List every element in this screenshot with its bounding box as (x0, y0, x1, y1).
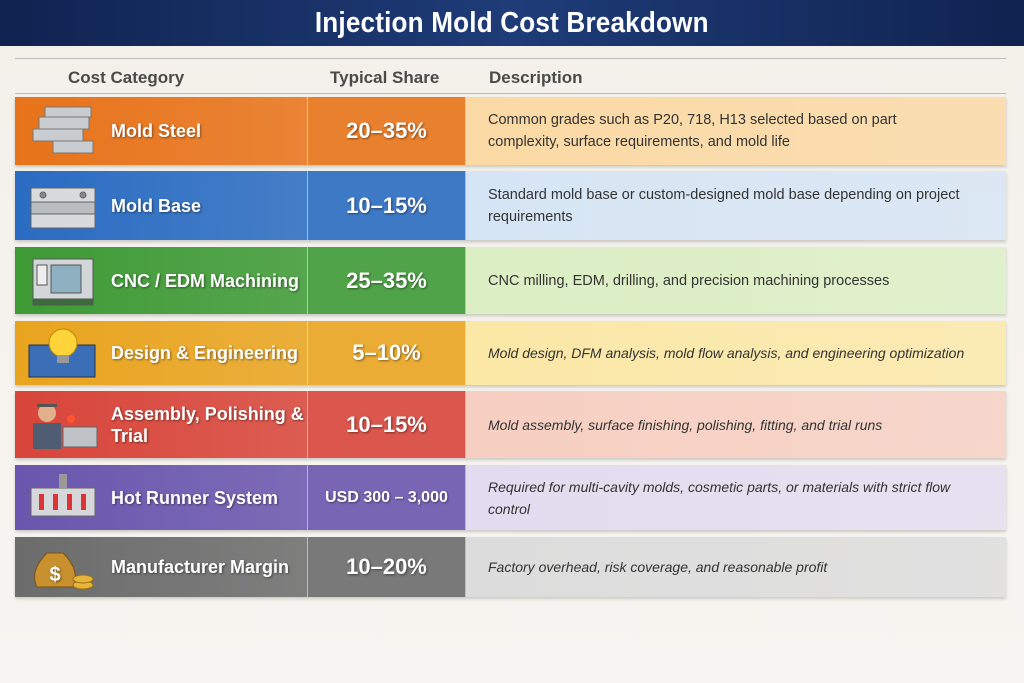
svg-text:$: $ (49, 564, 60, 586)
share-cell: 5–10% (307, 321, 466, 385)
header-description: Description (489, 68, 583, 87)
table-row: Mold Base 10–15% Standard mold base or cus… (15, 171, 1006, 240)
share-cell: 25–35% (307, 247, 466, 314)
description-cell: Mold design, DFM analysis, mold flow ana… (466, 321, 1006, 385)
description-cell: Mold assembly, surface finishing, polish… (466, 391, 1006, 458)
category-label: Mold Base (111, 195, 202, 216)
table-row: Hot Runner System USD 300 – 3,000 Required… (15, 465, 1006, 530)
category-cell: Assembly, Polishing & Trial (15, 391, 307, 458)
description-cell: Standard mold base or custom-designed mo… (466, 171, 1006, 240)
header-share: Typical Share (330, 68, 440, 87)
header-category: Cost Category (68, 68, 185, 87)
share-cell: USD 300 – 3,000 (307, 465, 466, 530)
page-title: Injection Mold Cost Breakdown (315, 6, 709, 39)
share-cell: 10–15% (307, 391, 466, 458)
table-header: Cost Category Typical Share Description (15, 58, 1006, 94)
share-cell: 20–35% (307, 97, 466, 165)
category-cell: Mold Steel (15, 97, 307, 165)
share-cell: 10–20% (307, 537, 466, 597)
category-label: Manufacturer Margin (111, 557, 290, 577)
worker-icon (33, 403, 98, 449)
table-row: CNC / EDM Machining 25–35% CNC milling, ED… (15, 247, 1006, 314)
category-cell: Hot Runner System (15, 465, 307, 530)
cnc-machine-icon (32, 258, 94, 305)
category-cell: $ Manufacturer Margin (15, 537, 307, 597)
table-row: Assembly, Polishing & Trial 10–15% Mold as… (15, 391, 1006, 458)
share-cell: 10–15% (307, 171, 466, 240)
description-cell: Required for multi-cavity molds, cosmeti… (466, 465, 1006, 530)
table-row: Mold Steel 20–35% Common grades such as P2… (15, 97, 1006, 165)
title-banner: Injection Mold Cost Breakdown (0, 0, 1024, 46)
category-cell: CNC / EDM Machining (15, 247, 307, 314)
table-row: Design & Engineering 5–10% Mold design, DF… (15, 321, 1006, 385)
description-cell: CNC milling, EDM, drilling, and precisio… (466, 247, 1006, 314)
table-row: $ Manufacturer Margin 10–20% Factory overhe… (15, 537, 1006, 597)
lightbulb-blueprint-icon (28, 328, 96, 378)
hot-runner-icon (30, 473, 96, 516)
steel-bars-icon (32, 106, 94, 154)
mold-base-icon (30, 187, 96, 228)
category-label: CNC / EDM Machining (111, 270, 299, 291)
money-bag-icon: $ (34, 552, 94, 590)
category-cell: Mold Base (15, 171, 307, 240)
category-label: Assembly, Polishing & Trial (111, 403, 304, 446)
category-cell: Design & Engineering (15, 321, 307, 385)
description-cell: Common grades such as P20, 718, H13 sele… (466, 97, 1006, 165)
category-label: Mold Steel (111, 121, 202, 141)
category-label: Hot Runner System (111, 487, 279, 508)
category-label: Design & Engineering (111, 343, 299, 363)
description-cell: Factory overhead, risk coverage, and rea… (466, 537, 1006, 597)
